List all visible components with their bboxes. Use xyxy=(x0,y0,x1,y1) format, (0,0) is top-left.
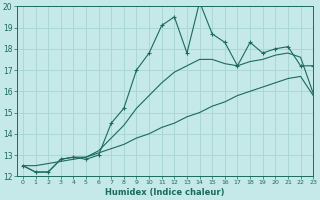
X-axis label: Humidex (Indice chaleur): Humidex (Indice chaleur) xyxy=(105,188,225,197)
